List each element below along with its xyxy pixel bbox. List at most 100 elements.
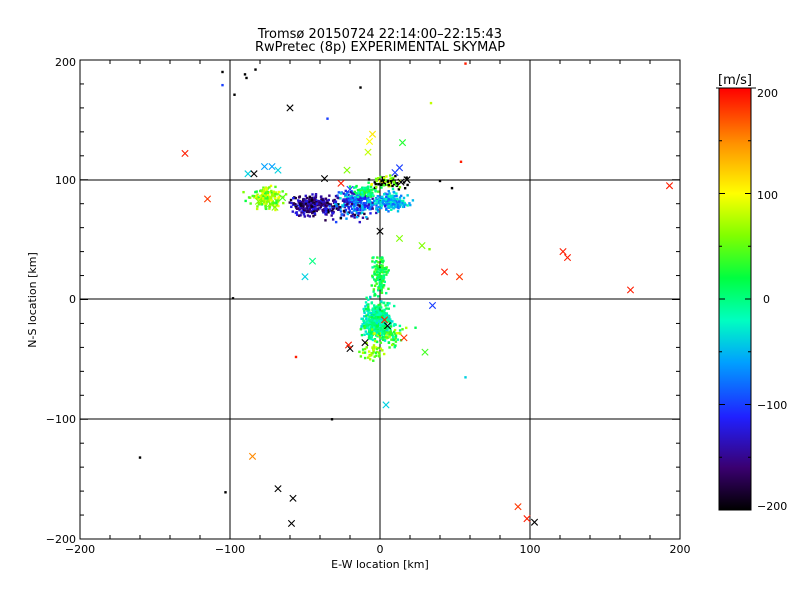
data-point (375, 347, 379, 351)
data-point (371, 207, 374, 210)
data-point-cross (343, 166, 351, 174)
data-point (376, 261, 380, 264)
data-point (394, 336, 398, 339)
data-point (295, 213, 299, 216)
data-point (374, 307, 377, 310)
data-point (367, 332, 370, 336)
data-point (354, 192, 358, 195)
data-point (365, 316, 368, 320)
data-point (351, 194, 354, 198)
data-point (138, 456, 142, 459)
data-point (385, 329, 389, 332)
data-point (349, 194, 352, 198)
y-axis-label: N-S location [km] (26, 252, 39, 348)
data-point (380, 337, 383, 340)
data-point (261, 196, 265, 199)
data-point (357, 198, 360, 202)
data-point (411, 199, 415, 202)
data-point (364, 305, 367, 308)
data-point (369, 295, 372, 299)
data-point (382, 327, 386, 330)
data-point (381, 199, 385, 203)
data-point (277, 204, 280, 208)
data-point (344, 193, 348, 196)
data-point (374, 346, 378, 349)
data-point (308, 203, 312, 206)
data-point (384, 304, 387, 307)
data-point (385, 195, 388, 199)
data-point (346, 203, 349, 206)
data-point (272, 194, 275, 197)
x-tick-label: −100 (215, 543, 245, 556)
data-point (282, 201, 285, 205)
chart-title: Tromsø 20150724 22:14:00–22:15:43 (257, 27, 502, 42)
data-point (370, 183, 373, 186)
data-point (380, 186, 383, 189)
data-point (414, 326, 417, 329)
data-point (379, 196, 382, 199)
data-point (379, 276, 382, 279)
data-point (362, 208, 365, 212)
data-point (350, 202, 354, 206)
data-point (311, 193, 314, 196)
data-point (330, 209, 334, 213)
data-point (398, 329, 402, 332)
data-point (373, 284, 377, 288)
data-point (393, 337, 397, 341)
data-point (367, 188, 370, 191)
data-point (367, 330, 371, 334)
data-point (325, 199, 329, 202)
data-point (306, 214, 310, 217)
data-point (281, 190, 284, 193)
data-point (364, 186, 367, 190)
data-point-cross (397, 178, 405, 186)
data-point (394, 205, 397, 209)
data-point (243, 73, 247, 76)
data-point (384, 204, 387, 208)
data-point (387, 287, 390, 291)
data-point (359, 328, 363, 331)
data-point (360, 190, 364, 194)
data-point (387, 206, 391, 209)
data-point (396, 181, 399, 185)
data-point (408, 202, 411, 205)
data-point-cross (244, 170, 252, 178)
data-point (260, 194, 264, 197)
data-point (355, 211, 359, 215)
data-point (404, 203, 407, 206)
data-point (363, 347, 367, 351)
data-point (362, 193, 366, 197)
data-point (391, 197, 395, 201)
data-point (388, 199, 391, 202)
data-point (368, 319, 371, 322)
data-point (382, 184, 386, 187)
data-point (392, 330, 396, 334)
data-point (374, 279, 377, 283)
data-point (337, 208, 340, 211)
data-point (380, 283, 383, 287)
data-point (354, 200, 357, 203)
data-point (375, 208, 378, 211)
data-point-cross (403, 176, 411, 184)
data-point (322, 210, 326, 214)
data-point (367, 181, 370, 184)
data-point (370, 205, 374, 208)
data-point (362, 186, 366, 190)
data-point-cross (455, 273, 464, 281)
data-point-cross (530, 518, 539, 526)
data-point (367, 350, 371, 353)
data-point (258, 198, 261, 201)
data-point (385, 201, 388, 204)
data-point (409, 203, 412, 207)
data-point (300, 202, 304, 205)
data-point (371, 197, 374, 200)
data-point (368, 358, 372, 361)
data-point (373, 270, 376, 274)
data-point (381, 349, 384, 352)
data-point (363, 203, 367, 207)
data-point (249, 202, 252, 205)
data-point (386, 180, 390, 183)
data-point (264, 197, 267, 200)
data-point (376, 329, 380, 333)
data-point (244, 199, 247, 203)
